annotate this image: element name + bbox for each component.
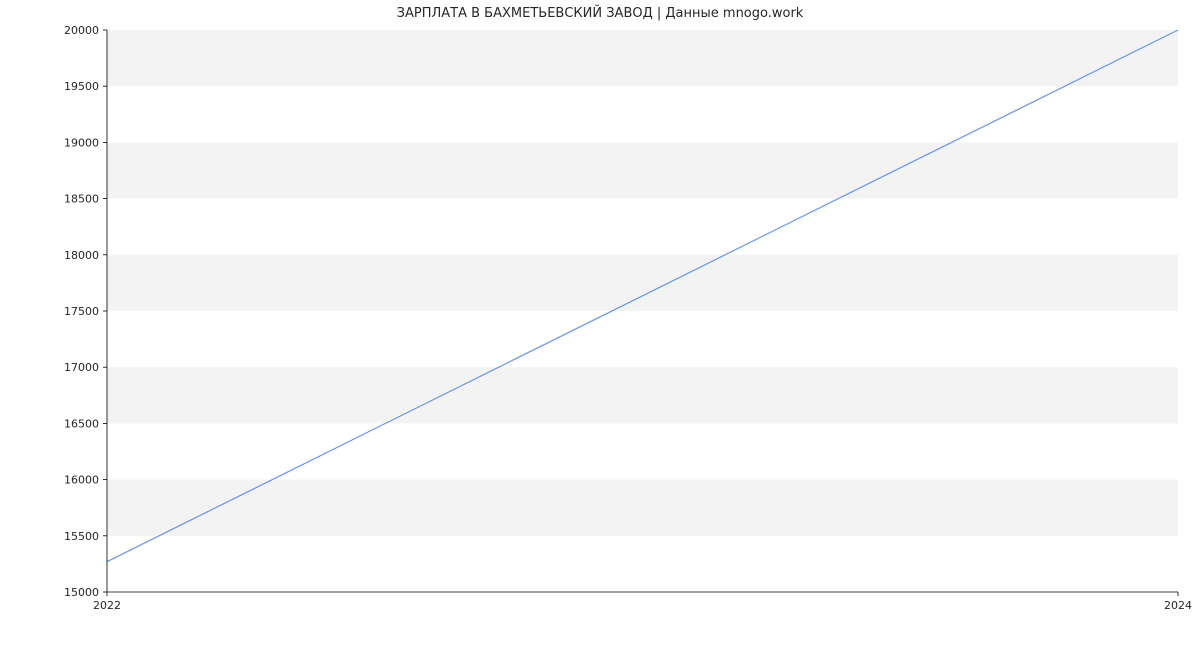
y-tick-label: 15500 [64,530,99,543]
y-tick-label: 16500 [64,417,99,430]
y-tick-label: 16000 [64,474,99,487]
y-tick-label: 17500 [64,305,99,318]
y-tick-label: 19500 [64,80,99,93]
y-tick-label: 15000 [64,586,99,599]
x-tick-label: 2024 [1164,599,1192,612]
y-tick-label: 18500 [64,193,99,206]
x-tick-label: 2022 [93,599,121,612]
y-tick-label: 18000 [64,249,99,262]
salary-chart: ЗАРПЛАТА В БАХМЕТЬЕВСКИЙ ЗАВОД | Данные … [0,0,1200,650]
chart-canvas: 15000 15500 16000 16500 17000 17500 18000 18500… [0,0,1200,650]
y-tick-label: 20000 [64,24,99,37]
y-tick-label: 19000 [64,136,99,149]
y-tick-label: 17000 [64,361,99,374]
